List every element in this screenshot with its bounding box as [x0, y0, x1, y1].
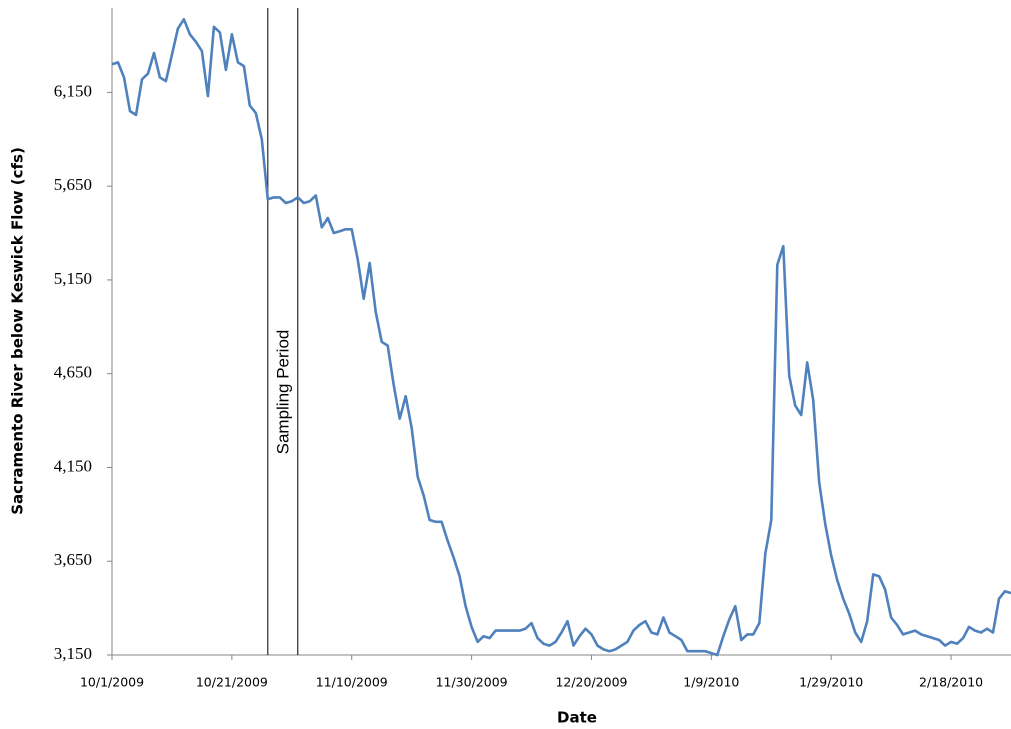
annotation-text: Sampling Period — [273, 330, 292, 455]
data-line — [111, 18, 1011, 657]
x-tick-label: 11/10/2009 — [316, 675, 388, 690]
y-tick-label: 6,150 — [54, 81, 92, 100]
x-tick-label: 1/29/2010 — [799, 675, 863, 690]
x-tick-label: 10/1/2009 — [80, 675, 144, 690]
y-tick-label: 3,650 — [54, 550, 92, 569]
x-tick-label: 2/18/2010 — [919, 675, 983, 690]
y-tick-label: 4,150 — [54, 456, 92, 475]
x-tick-label: 12/20/2009 — [555, 675, 627, 690]
y-tick-label: 5,650 — [54, 175, 92, 194]
y-tick-label: 3,150 — [54, 644, 92, 663]
y-axis-label: Sacramento River below Keswick Flow (cfs… — [9, 147, 27, 515]
x-tick-label: 10/21/2009 — [196, 675, 268, 690]
x-tick-label: 1/9/2010 — [683, 675, 739, 690]
x-tick-label: 11/30/2009 — [436, 675, 508, 690]
x-axis-label: Date — [557, 709, 597, 727]
y-tick-label: 4,650 — [54, 363, 92, 382]
y-tick-label: 5,150 — [54, 269, 92, 288]
